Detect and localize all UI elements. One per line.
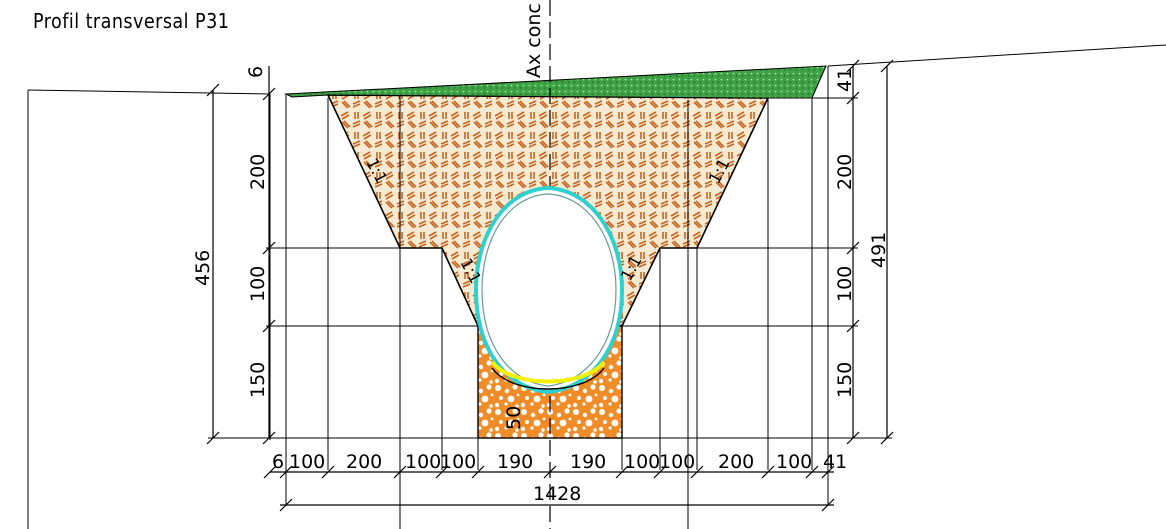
dim-bottom-6: 190 xyxy=(497,451,533,473)
right-dimensions xyxy=(846,59,894,445)
dim-left-segment-1: 200 xyxy=(247,154,269,190)
dim-right-top: 41 xyxy=(834,68,856,92)
dim-bottom-3: 200 xyxy=(346,451,382,473)
drawing-title: Profil transversal P31 xyxy=(33,9,230,33)
dim-right-segment-1: 200 xyxy=(834,154,856,190)
dim-bottom-1: 6 xyxy=(272,451,284,473)
dim-right-total: 491 xyxy=(868,232,890,268)
dim-bottom-4: 100 xyxy=(405,451,441,473)
dim-left-total: 456 xyxy=(192,250,214,286)
dim-bottom-total: 1428 xyxy=(533,483,581,505)
left-dimensions xyxy=(206,66,276,445)
topsoil-layer xyxy=(284,65,827,99)
dim-right-segment-3: 150 xyxy=(834,362,856,398)
axis-label: Ax conc xyxy=(523,3,545,78)
dim-right-segment-2: 100 xyxy=(834,266,856,302)
dim-bottom-7: 190 xyxy=(570,451,606,473)
dim-bottom-2: 100 xyxy=(289,451,325,473)
dim-bottom-12: 41 xyxy=(823,451,847,473)
dim-bottom-5: 100 xyxy=(440,451,476,473)
dim-bottom-10: 200 xyxy=(718,451,754,473)
dim-left-top: 6 xyxy=(245,66,267,78)
dim-left-segment-2: 100 xyxy=(247,266,269,302)
dim-left-segment-3: 150 xyxy=(247,362,269,398)
dim-bedding: 50 xyxy=(503,406,525,430)
dim-bottom-8: 100 xyxy=(624,451,660,473)
egg-pipe xyxy=(473,185,625,395)
dim-bottom-9: 100 xyxy=(659,451,695,473)
dim-bottom-11: 100 xyxy=(776,451,812,473)
bottom-dimensions xyxy=(263,465,835,512)
construction-lines xyxy=(208,66,892,529)
terrain-line xyxy=(27,44,1166,529)
